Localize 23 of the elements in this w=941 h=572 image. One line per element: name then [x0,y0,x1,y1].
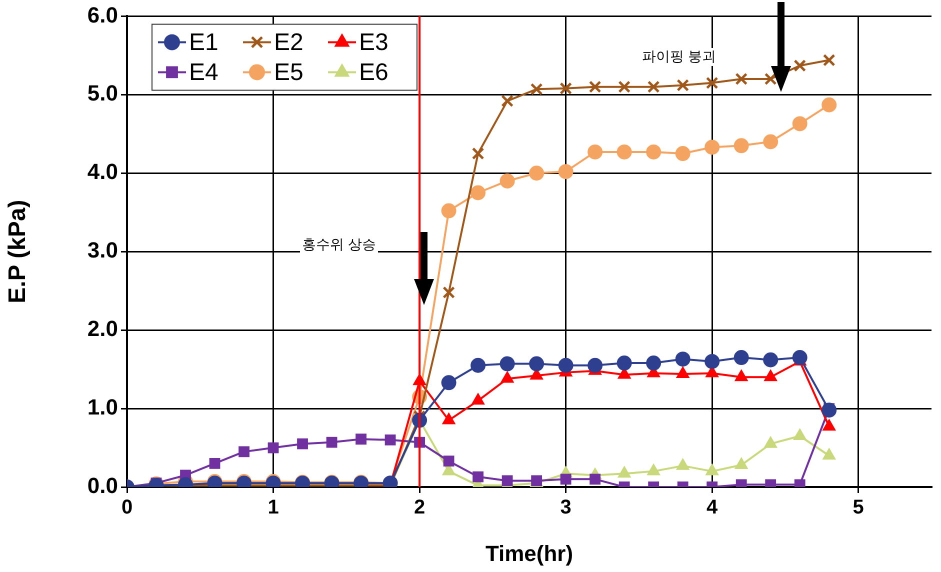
x-axis-title: Time(hr) [485,540,574,566]
legend-label: E1 [189,28,218,56]
y-tick-label: 6.0 [87,2,118,28]
y-tick-label: 2.0 [87,316,118,342]
y-axis-title: E.P (kPa) [4,200,32,304]
legend-label: E2 [274,28,304,56]
x-tick-label: 4 [706,496,719,519]
legend-label: E5 [274,58,304,86]
legend-label: E6 [359,58,388,86]
y-tick-label: 1.0 [87,394,118,420]
x-tick-label: 2 [414,496,426,519]
x-tick-label: 3 [560,496,572,519]
y-tick-label: 3.0 [87,238,118,263]
y-tick-label: 4.0 [87,159,118,184]
x-tick-label: 1 [268,496,279,519]
y-tick-label: 5.0 [87,80,118,106]
annotation: 파이핑 붕괴 [640,48,718,66]
annotation: 홍수위 상승 [300,236,378,254]
x-tick-label: 0 [121,496,133,519]
legend-label: E3 [359,28,388,56]
y-tick-label: 0.0 [87,473,118,498]
legend-label: E4 [189,58,218,86]
x-tick-label: 5 [852,496,864,519]
